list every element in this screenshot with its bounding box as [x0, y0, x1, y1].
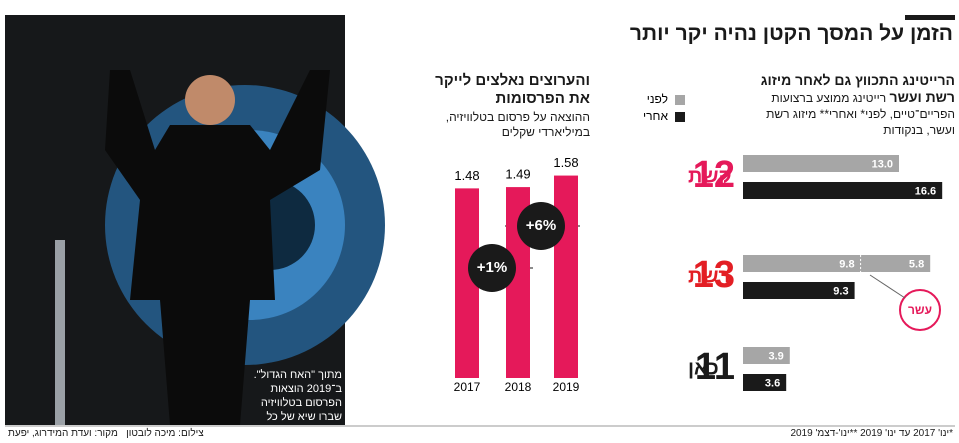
- bar: [743, 374, 787, 391]
- photo-rail: [55, 240, 65, 425]
- chart-heading: הרייטינג התכווץ גם לאחר מיזוג רשת ועשר ר…: [735, 72, 955, 138]
- annotation-badge: [468, 244, 516, 292]
- value-label: 3.9: [769, 350, 784, 362]
- bar: [743, 347, 790, 364]
- x-tick-label: 2017: [454, 380, 481, 394]
- photo-person: [185, 75, 235, 125]
- footer-notes: *ינו' 2017 עד ינו' 2019 **ינו'-דצמ' 2019: [790, 428, 953, 439]
- legend-label: לפני: [647, 92, 668, 106]
- legend-swatch: [675, 112, 685, 122]
- bar: [554, 175, 578, 378]
- value-label: 9.3: [833, 285, 848, 297]
- logo-ring: [899, 289, 941, 331]
- value-label: 1.48: [454, 168, 479, 183]
- legend-swatch: [675, 95, 685, 105]
- logo-name: עשר: [908, 303, 932, 317]
- value-label: 5.8: [909, 258, 924, 270]
- bar: [743, 182, 943, 199]
- logo-number: 12: [693, 154, 735, 196]
- bar: [743, 282, 855, 299]
- annotation-badge: [517, 202, 565, 250]
- chart-title: והערוצים נאלצים לייקר את הפרסומות: [435, 72, 590, 107]
- value-label: 9.8: [839, 258, 854, 270]
- annotation: +1%: [477, 259, 507, 276]
- chart-title: הרייטינג התכווץ גם לאחר מיזוג רשת ועשר: [760, 72, 955, 105]
- page-title: הזמן על המסך הקטן נהיה יקר יותר: [629, 22, 953, 45]
- bar: [743, 155, 899, 172]
- x-tick-label: 2018: [505, 380, 532, 394]
- logo-name: כאן: [688, 357, 719, 379]
- photo-caption: מתוך "האח הגדול". ב־2019 הוצאות הפרסום ב…: [253, 369, 342, 437]
- x-tick-label: 2019: [553, 380, 580, 394]
- credit: צילום: מיכה לובטון: [126, 428, 204, 439]
- value-label: 1.49: [505, 167, 530, 182]
- chart-subtitle: רייטינג ממוצע ברצועות הפריים־טיים, לפני*…: [766, 91, 955, 137]
- value-label: 1.58: [553, 155, 578, 170]
- bar: [860, 255, 931, 272]
- logo-number: 13: [693, 254, 735, 296]
- value-label: 16.6: [915, 185, 936, 197]
- logo-pointer: [869, 274, 906, 299]
- value-label: 13.0: [872, 158, 893, 170]
- legend-label: אחרי: [643, 109, 668, 123]
- chart-subtitle: ההוצאה על פרסום בטלוויזיה, במיליארדי שקל…: [445, 110, 590, 139]
- annotation: +6%: [526, 217, 556, 234]
- logo-number: 11: [695, 346, 735, 388]
- footer-source: צילום: מיכה לובטון מקור: ועדת המידרוג, י…: [8, 428, 348, 439]
- value-label: 3.6: [765, 377, 780, 389]
- logo-name: קשת: [688, 165, 732, 187]
- source: מקור: ועדת המידרוג, יפעת: [8, 428, 118, 439]
- photo-person: [105, 70, 330, 425]
- header-bar: [905, 15, 955, 20]
- logo-name: רשת: [688, 265, 730, 287]
- bar: [743, 255, 861, 272]
